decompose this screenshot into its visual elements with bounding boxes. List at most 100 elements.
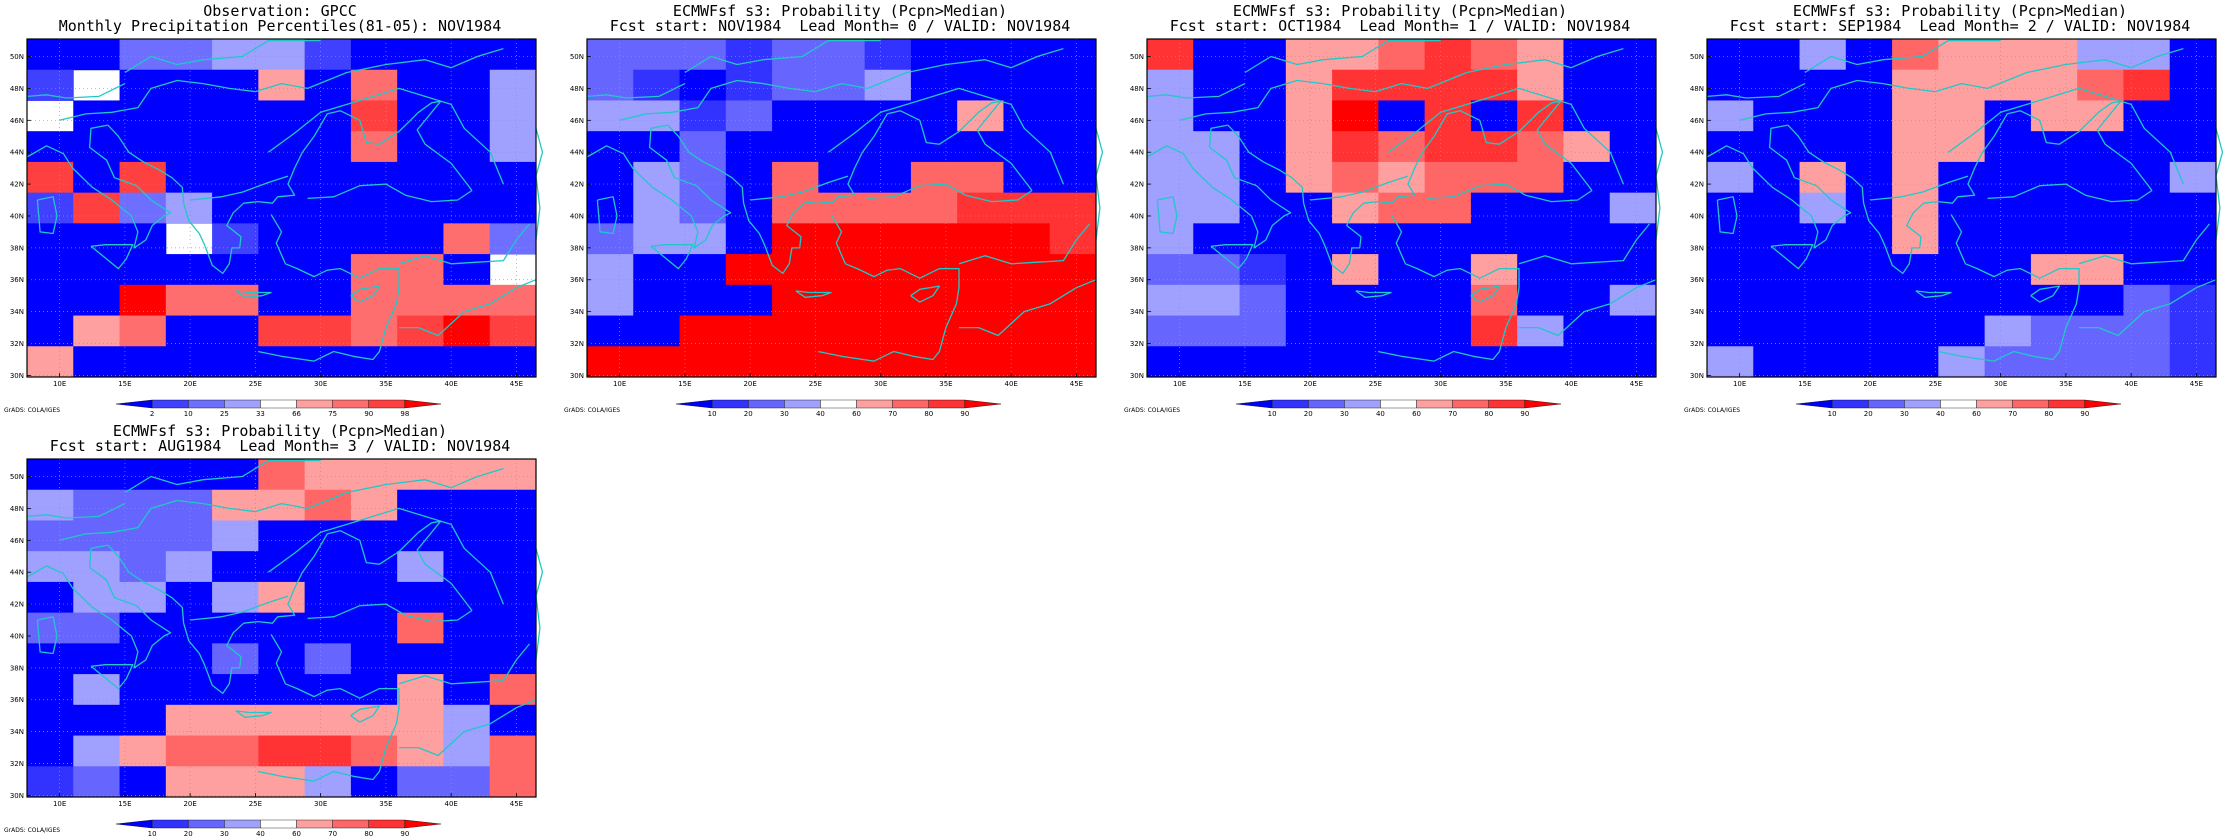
grid-cell [1424, 315, 1472, 347]
grid-cell [397, 284, 444, 317]
colorbar-segment [296, 399, 333, 409]
grid-cell [73, 581, 121, 614]
panel-title-line1: ECMWFsf s3: Probability (Pcpn>Median) [1792, 2, 2128, 20]
grid-cell [1563, 223, 1611, 255]
grid-cell [679, 315, 727, 347]
map-plot: 30N 32N 34N 36N 38N 40N 42N 44N 46N 48N 50N 10E 15E 2… [1690, 38, 2224, 418]
grid-cell [2030, 254, 2078, 286]
grid-cell [679, 39, 727, 71]
lat-tick-label: 32N [570, 340, 584, 348]
grid-cell [212, 674, 259, 706]
colorbar-segment [332, 819, 369, 829]
grid-cell [489, 69, 537, 101]
lon-tick-label: 45E [510, 380, 523, 388]
lon-tick-label: 40E [1564, 380, 1577, 388]
colorbar-label: 60 [1412, 410, 1421, 418]
grid-cell [2123, 346, 2171, 378]
grid-cell [1147, 315, 1194, 347]
grid-cell [818, 223, 866, 255]
grid-cell [2123, 192, 2171, 224]
grid-cell [1984, 131, 2032, 163]
coastline [2078, 223, 2211, 265]
grid-cell [1332, 131, 1379, 163]
grid-cell [1470, 223, 1518, 255]
grid-cell [1845, 161, 1893, 194]
grid-cell [1799, 346, 1847, 378]
grid-cell [1424, 131, 1472, 163]
lon-tick-label: 10E [613, 380, 626, 388]
lon-tick-label: 15E [1238, 380, 1251, 388]
grid-cell [304, 223, 352, 255]
grid-cell [443, 551, 491, 583]
grid-cell [443, 520, 491, 552]
grid-cell [304, 643, 352, 675]
grid-cell [1049, 254, 1097, 286]
lon-tick-label: 45E [1630, 380, 1643, 388]
grid-cell [1753, 254, 1801, 286]
grid-cell [1470, 161, 1518, 194]
colorbar-label: 90 [2080, 410, 2089, 418]
grid-cell [443, 69, 491, 101]
grid-cell [212, 254, 259, 286]
grid-cell [1285, 161, 1333, 194]
grid-cell [1563, 69, 1611, 101]
grid-cell [443, 489, 491, 521]
grid-cell [304, 766, 352, 798]
grid-cell [258, 704, 306, 737]
grid-cell [910, 131, 958, 163]
grid-cell [165, 161, 213, 194]
lat-tick-label: 44N [570, 149, 584, 157]
coastline [535, 548, 544, 660]
grid-cell [304, 581, 352, 614]
grid-cell [772, 131, 819, 163]
grid-cell [1193, 315, 1241, 347]
grid-cell [1378, 100, 1426, 132]
panel-title-line1: ECMWFsf s3: Probability (Pcpn>Median) [672, 2, 1008, 20]
lon-tick-label: 25E [809, 380, 822, 388]
lat-tick-label: 44N [10, 569, 24, 577]
colorbar-segment [332, 399, 369, 409]
grid-cell [772, 192, 819, 224]
grid-cell [212, 581, 259, 614]
colorbar-segment [856, 399, 893, 409]
grid-cell [679, 254, 727, 286]
coastline [190, 175, 289, 201]
grid-cell [957, 284, 1004, 317]
lat-tick-label: 46N [10, 117, 24, 125]
grid-cell [1892, 100, 1939, 132]
grid-cell [2123, 69, 2171, 101]
grid-cell [1239, 315, 1287, 347]
lon-tick-label: 15E [678, 380, 691, 388]
grid-cell [1147, 346, 1194, 378]
grid-cell [1609, 39, 1657, 71]
grid-cell [27, 766, 74, 798]
grid-cell [489, 161, 537, 194]
colorbar-segment [404, 819, 442, 829]
grid-cell [1470, 315, 1518, 347]
coastline [235, 710, 272, 718]
grid-cell [633, 346, 681, 378]
grid-cell [1517, 284, 1564, 317]
grid-cell [1892, 161, 1939, 194]
grid-cell [679, 346, 727, 378]
lon-tick-label: 40E [2124, 380, 2137, 388]
grid-cell [212, 489, 259, 521]
lon-tick-label: 10E [53, 800, 66, 808]
grid-cell [1332, 315, 1379, 347]
grid-cell [212, 100, 259, 132]
colorbar-label: 30 [1900, 410, 1909, 418]
grid-cell [1563, 254, 1611, 286]
grid-cell [1332, 346, 1379, 378]
coastline [750, 175, 849, 201]
grid-cell [212, 223, 259, 255]
grid-cell [1424, 39, 1472, 71]
map-plot: 30N 32N 34N 36N 38N 40N 42N 44N 46N 48N 50N 10E 15E 2… [10, 38, 544, 418]
grid-cell [1984, 284, 2032, 317]
grid-cell [1799, 315, 1847, 347]
grid-cell [2030, 39, 2078, 71]
grid-cell [350, 735, 398, 767]
colorbar-segment [115, 819, 153, 829]
grid-cell [304, 315, 352, 347]
grid-cell [397, 69, 444, 101]
grid-cell [2077, 346, 2124, 378]
